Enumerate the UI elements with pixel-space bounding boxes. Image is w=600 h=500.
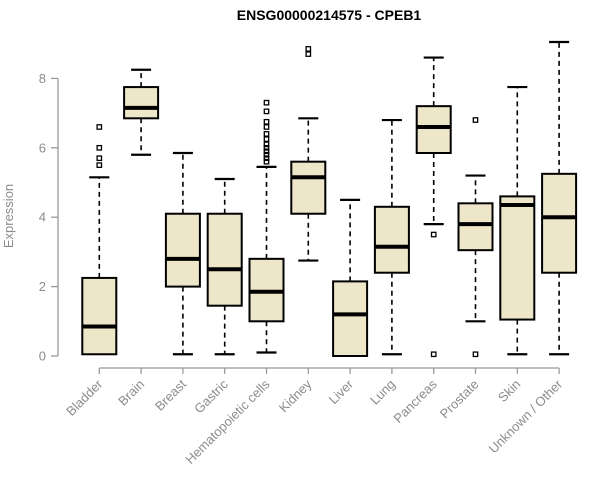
y-tick-label: 8 xyxy=(39,71,46,86)
x-category-label: Liver xyxy=(326,376,357,407)
boxplot-brain xyxy=(123,68,160,156)
iqr-box xyxy=(541,172,578,274)
boxplot-gastric xyxy=(206,177,243,356)
outlier-point xyxy=(430,231,437,238)
iqr-box xyxy=(123,86,160,120)
x-category-label: Pancreas xyxy=(390,376,440,426)
outlier-point xyxy=(96,144,103,151)
outlier-point xyxy=(263,155,270,162)
y-tick-label: 2 xyxy=(39,279,46,294)
iqr-box xyxy=(499,195,536,321)
outlier-point xyxy=(96,162,103,168)
outlier-point xyxy=(96,124,103,130)
box-series xyxy=(81,40,578,358)
x-category-label: Lung xyxy=(367,377,398,408)
outlier-point xyxy=(263,144,270,151)
y-tick-label: 6 xyxy=(39,140,46,155)
outlier-point xyxy=(430,351,437,358)
y-axis-label: Expression xyxy=(1,184,16,248)
iqr-box xyxy=(290,160,327,215)
iqr-box xyxy=(373,205,410,274)
x-category-label: Gastric xyxy=(191,376,231,416)
outlier-point xyxy=(263,151,270,158)
x-category-label: Brain xyxy=(115,377,147,409)
boxplot-lung xyxy=(373,118,410,356)
boxplot-skin xyxy=(499,85,536,356)
x-category-label: Skin xyxy=(495,377,523,405)
iqr-box xyxy=(81,276,118,356)
iqr-box xyxy=(164,212,201,288)
boxplot-prostate xyxy=(457,117,494,358)
outlier-point xyxy=(263,99,270,106)
boxplot-breast xyxy=(164,151,201,356)
outlier-point xyxy=(263,124,270,130)
outlier-point xyxy=(263,131,270,137)
outlier-point xyxy=(263,148,270,155)
x-category-label: Unknown / Other xyxy=(486,376,566,456)
x-category-label: Prostate xyxy=(437,377,482,422)
boxplot-liver xyxy=(332,198,369,357)
boxplot-bladder xyxy=(81,124,118,356)
y-tick-label: 0 xyxy=(39,349,46,364)
outlier-point xyxy=(472,117,479,123)
iqr-box xyxy=(206,212,243,307)
iqr-box xyxy=(457,202,494,252)
iqr-box xyxy=(415,105,452,155)
boxplot-unknown-other xyxy=(541,40,578,356)
iqr-box xyxy=(332,280,369,357)
boxplot-hematopoietic-cells xyxy=(248,99,285,354)
x-category-label: Bladder xyxy=(63,376,106,419)
chart-title: ENSG00000214575 - CPEB1 xyxy=(237,7,422,23)
y-tick-label: 4 xyxy=(39,210,46,225)
outlier-point xyxy=(263,158,270,165)
outlier-point xyxy=(96,155,103,162)
outlier-point xyxy=(305,46,312,52)
outlier-point xyxy=(263,136,270,142)
outlier-point xyxy=(263,118,270,125)
outlier-point xyxy=(263,108,270,115)
outlier-point xyxy=(472,351,479,358)
outlier-point xyxy=(305,51,312,57)
outlier-point xyxy=(263,141,270,148)
x-category-label: Breast xyxy=(152,376,189,413)
boxplot-kidney xyxy=(290,46,327,262)
x-category-label: Kidney xyxy=(276,376,315,415)
boxplot-pancreas xyxy=(415,56,452,358)
